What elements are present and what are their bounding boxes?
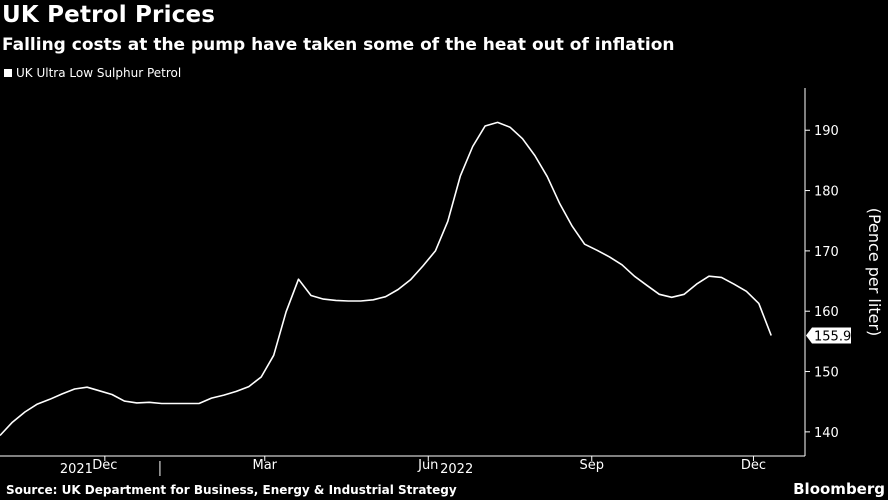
- y-axis-label: (Pence per liter): [865, 208, 884, 337]
- y-tick-label: 180: [814, 185, 839, 200]
- series-line-petrol: [0, 121, 772, 437]
- x-tick-label: Sep: [579, 458, 604, 473]
- x-tick-label: Jun: [417, 458, 438, 473]
- legend-swatch: [4, 69, 12, 77]
- x-tick-label: Dec: [92, 458, 117, 473]
- y-tick-label: 150: [814, 366, 839, 381]
- chart-subtitle: Falling costs at the pump have taken som…: [2, 35, 675, 55]
- x-tick-label: Mar: [253, 458, 278, 473]
- y-tick-label: 160: [814, 305, 839, 320]
- y-tick-label: 170: [814, 245, 839, 260]
- brand-logo: Bloomberg: [793, 480, 885, 498]
- legend-label: UK Ultra Low Sulphur Petrol: [16, 66, 182, 80]
- chart-title: UK Petrol Prices: [2, 2, 216, 28]
- legend: UK Ultra Low Sulphur Petrol: [4, 66, 181, 80]
- last-value-label: 155.97: [814, 330, 860, 345]
- last-value-box: [806, 327, 851, 344]
- source-note: Source: UK Department for Business, Ener…: [6, 483, 457, 497]
- y-tick-label: 190: [814, 124, 839, 139]
- y-tick-label: 140: [814, 426, 839, 441]
- year-label: 2021: [60, 462, 93, 477]
- year-label: 2022: [440, 462, 473, 477]
- x-tick-label: Dec: [741, 458, 766, 473]
